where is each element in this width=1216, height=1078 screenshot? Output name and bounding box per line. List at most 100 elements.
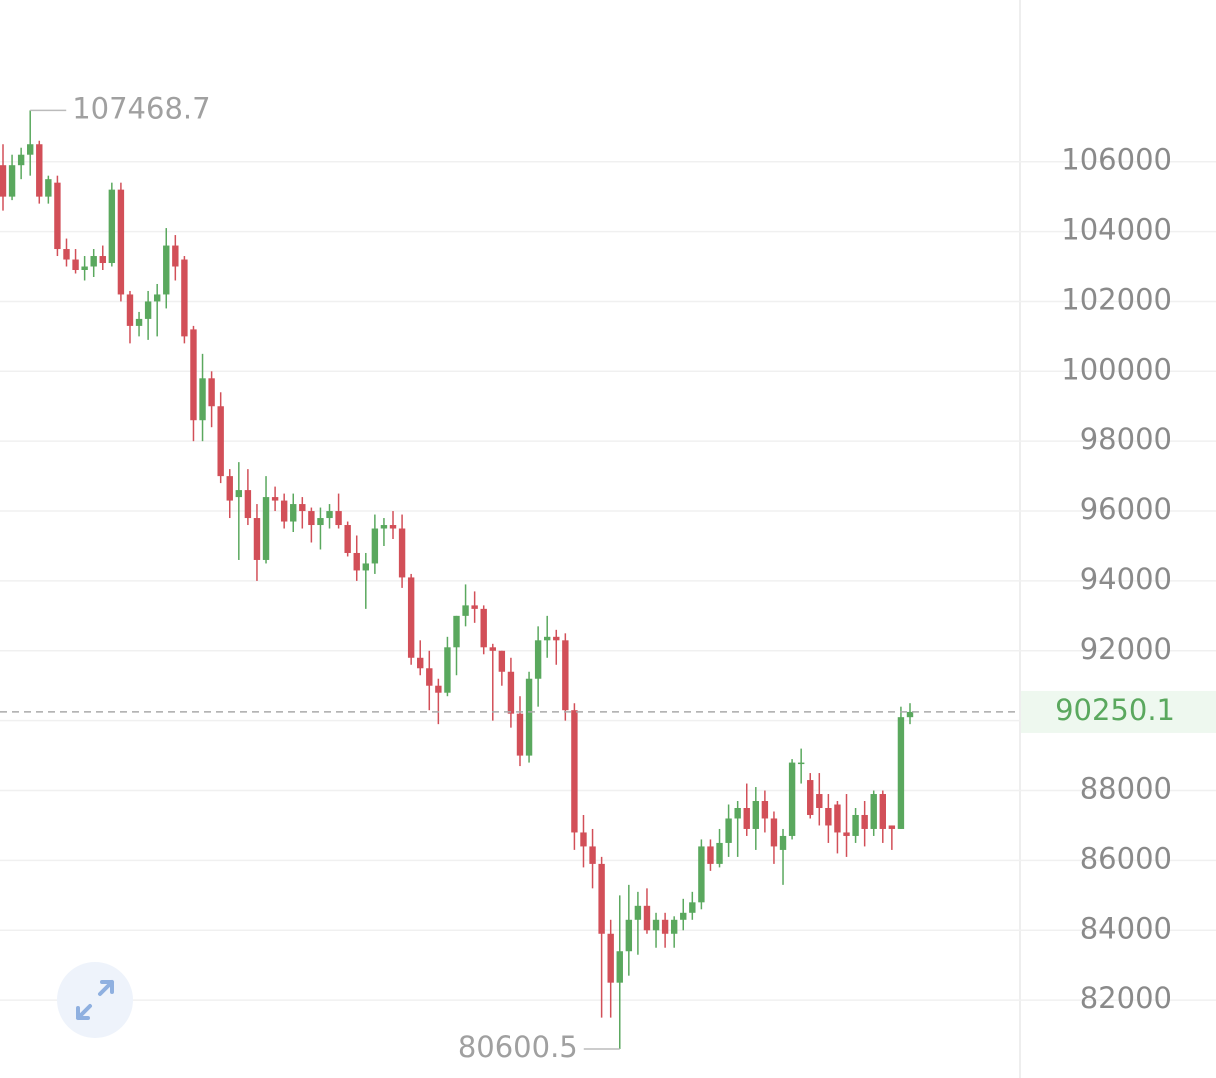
y-tick-label: 102000 (1061, 282, 1172, 316)
candle-body (417, 657, 424, 669)
annotations: 107468.7 80600.5 90250.1 (0, 91, 1216, 1064)
candle-body (153, 294, 161, 302)
candle-body (36, 144, 43, 197)
candle-body (90, 256, 97, 267)
candle-body (299, 504, 306, 512)
candle-body (598, 863, 605, 934)
candle-body (879, 794, 886, 829)
candle-body (888, 825, 896, 829)
candle-body (45, 179, 52, 197)
expand-button[interactable] (57, 962, 133, 1038)
candle-body (144, 301, 152, 319)
candle-body (770, 818, 778, 847)
high-label: 107468.7 (72, 91, 210, 125)
expand-icon[interactable] (76, 980, 114, 1020)
candle-body (843, 832, 850, 836)
candle-body (534, 640, 542, 679)
y-tick-label: 94000 (1080, 562, 1172, 596)
candle-body (616, 951, 623, 983)
candle-body (199, 378, 206, 421)
y-tick-label: 86000 (1080, 841, 1172, 875)
candle-body (371, 528, 379, 564)
candle-body (72, 259, 79, 270)
candle-body (725, 818, 732, 843)
candle-body (27, 144, 34, 155)
candle-body (498, 650, 506, 672)
candle-body (344, 525, 351, 553)
candle-body (271, 497, 279, 501)
candle-body (444, 647, 451, 693)
candle-body (462, 605, 469, 616)
candle-body (689, 902, 696, 913)
candle-body (190, 329, 197, 421)
candle-body (716, 842, 723, 864)
candle-body (380, 525, 388, 529)
candle-body (897, 717, 905, 829)
candle-body (389, 525, 397, 529)
candle-body (217, 406, 224, 477)
candle-body (489, 647, 496, 651)
candle-body (625, 919, 633, 952)
y-tick-label: 104000 (1061, 213, 1172, 247)
candle-body (54, 182, 61, 250)
candle-body (580, 832, 587, 847)
candle-body (779, 835, 787, 850)
candle-body (280, 500, 288, 522)
candle-body (471, 605, 478, 609)
last-price-box (1021, 690, 1216, 733)
candle-body (99, 256, 106, 264)
candle-body (426, 668, 433, 686)
y-tick-label: 82000 (1080, 981, 1172, 1015)
candle-body (507, 671, 515, 714)
candle-body (788, 762, 796, 836)
candle-body (589, 846, 596, 864)
candle-body (761, 801, 769, 819)
expand-bg[interactable] (57, 962, 133, 1038)
candle-body (852, 814, 859, 836)
candle-body (544, 636, 551, 641)
candle-body (108, 189, 116, 264)
candle-body (453, 615, 460, 648)
candle-body (680, 912, 687, 920)
candle-body (262, 497, 270, 560)
candle-body (63, 249, 70, 260)
candle-body (253, 518, 261, 560)
last-price-label: 90250.1 (1055, 693, 1175, 727)
candle-body (226, 476, 233, 501)
candle-body (752, 801, 760, 829)
candle-body (235, 490, 243, 498)
candle-body (81, 266, 88, 270)
candle-body (834, 804, 841, 833)
candle-body (480, 608, 487, 648)
candle-body (0, 165, 7, 197)
candle-body (244, 490, 252, 519)
candle-body (562, 640, 569, 711)
y-tick-label: 88000 (1080, 772, 1172, 806)
candle-body (861, 814, 868, 829)
candle-body (516, 713, 524, 756)
candle-body (797, 762, 805, 765)
candle-body (525, 678, 533, 756)
candle-body (607, 933, 614, 983)
candle-body (17, 154, 25, 166)
candle-body (317, 518, 324, 526)
candle-body (407, 577, 415, 658)
candle-body (435, 685, 442, 693)
candle-body (135, 318, 143, 326)
candle-body (290, 504, 297, 522)
candle-body (825, 808, 832, 826)
candle-body (870, 794, 877, 829)
candle-body (8, 165, 16, 197)
candle-body (807, 780, 814, 815)
candle-body (743, 808, 750, 829)
candle-body (670, 919, 678, 934)
candle-body (571, 710, 578, 833)
y-axis: 8200084000860008800090000920009400096000… (1061, 143, 1172, 1015)
candle-body (335, 511, 342, 526)
candle-body (117, 189, 125, 295)
candles (0, 110, 914, 1050)
y-tick-label: 106000 (1061, 143, 1172, 177)
candle-body (816, 794, 823, 808)
